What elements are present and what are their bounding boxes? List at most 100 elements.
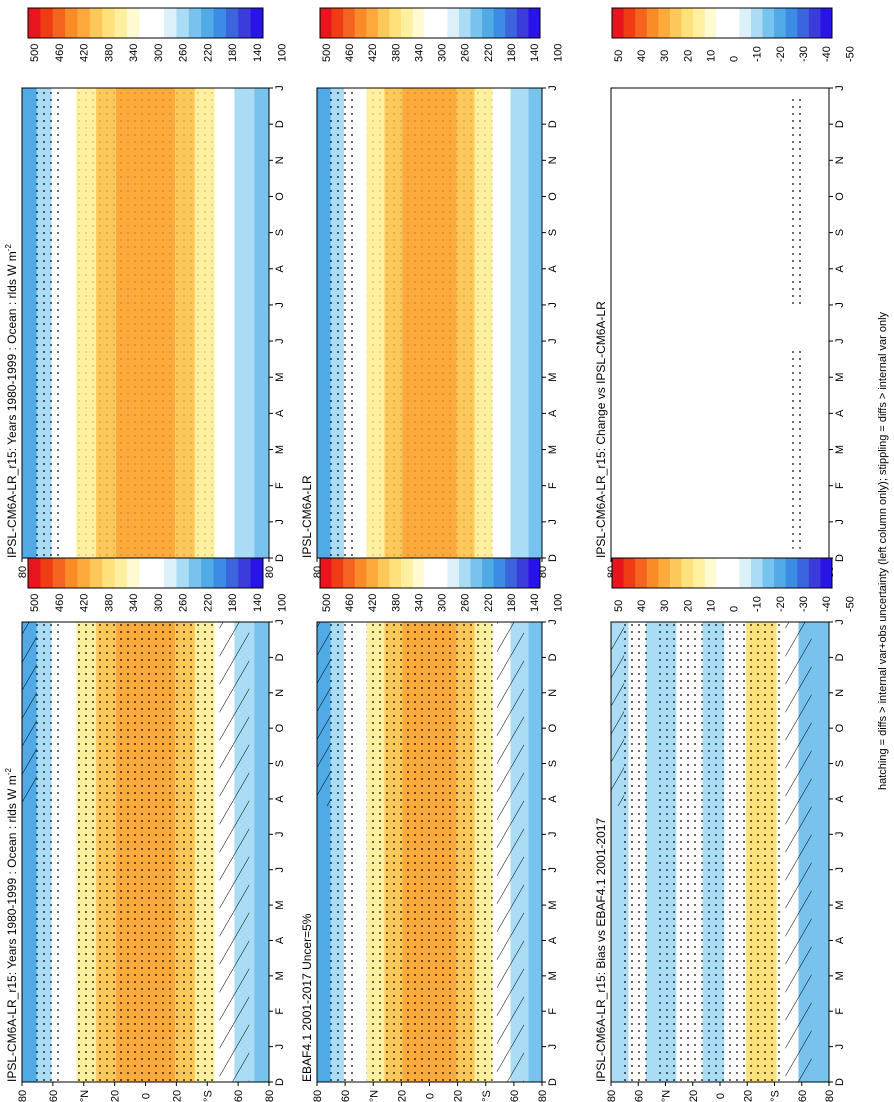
colorbar-swatch [658,8,671,38]
colorbar-label: 50 [613,50,625,62]
month-tick-label: O [834,723,846,732]
month-tick-label: M [834,445,846,454]
colorbar-label: 180 [506,44,518,62]
month-tick-label: O [274,192,286,201]
colorbar-label: 460 [344,44,356,62]
colorbar-frame [319,7,541,39]
colorbar-swatch [126,558,140,588]
colorbar-label: 20 [682,50,694,62]
lat-tick-label: 20 [171,1090,183,1102]
colorbar-4: 50 40 30 20 10 0 -10 -20 -30 -40 -50 [611,557,856,612]
panel-3: DJFMAMJJASONDJ8060°N20020°S6080IPSL-CM6A… [300,85,559,578]
colorbar-label: 340 [128,594,140,612]
hatching [785,622,812,1082]
colorbar-swatch [669,558,682,588]
colorbar-2: 500 460 420 380 340 300 260 220 180 140 100 [319,557,564,612]
month-tick-label: J [547,832,559,838]
panel-2: D J F M A M J J A S O N D J 80 60 °N 20 0 20 °S 60 80 EBAF4.1 2… [300,619,559,1102]
colorbar-swatch [401,558,414,588]
month-tick-label: J [834,338,846,344]
colorbar-label: -10 [752,596,764,612]
colorbar-label: 380 [390,44,402,62]
colorbar-swatch [139,8,153,38]
panel-title: IPSL-CM6A-LR [300,475,314,558]
colorbar-swatch [716,8,729,38]
colorbar-label: 260 [178,44,190,62]
colorbar-label: 100 [277,594,289,612]
contour-band [22,88,37,558]
lat-tick-label: 80 [264,1090,276,1102]
colorbar-swatch [681,558,694,588]
colorbar-swatch [704,558,717,588]
month-tick-label: J [834,519,846,525]
month-tick-label: A [834,264,846,272]
month-tick-label: A [547,936,559,944]
colorbar-swatch [412,8,425,38]
colorbar-swatch [505,8,518,38]
colorbar-swatch [28,8,41,38]
lat-tick-label: 60 [48,1090,60,1102]
lat-tick-label: 80 [17,1090,29,1102]
colorbar-label: 140 [529,594,541,612]
month-tick-label: D [834,120,846,128]
colorbar-label: 40 [636,600,648,612]
month-tick-label: F [547,1008,559,1015]
colorbar-swatch [201,8,215,38]
colorbar-swatch [77,558,91,588]
colorbar-swatch [28,558,41,588]
hatching [317,622,331,806]
month-tick-label: D [834,554,846,562]
colorbar-swatch [366,8,379,38]
month-tick-label: J [274,85,286,91]
colorbar-swatch [447,558,460,588]
colorbar-swatch [458,558,472,588]
colorbar-swatch [797,8,810,38]
month-tick-label: A [834,795,846,803]
month-tick-label: D [547,1078,559,1086]
month-tick-label: N [547,156,559,164]
lat-tick-label: 80 [264,566,276,578]
lat-tick-label: 20 [396,1090,408,1102]
colorbar-swatch [164,558,177,588]
month-tick-label: J [834,867,846,873]
month-tick-label: M [547,373,559,382]
colorbar-swatch [785,558,798,588]
month-tick-label: M [834,373,846,382]
colorbar-swatch [77,8,91,38]
month-tick-label: D [834,653,846,661]
lat-tick-label: 0 [425,1093,437,1099]
colorbar-label: 420 [79,44,91,62]
colorbar-swatch [52,558,66,588]
colorbar-swatch [774,8,787,38]
colorbar-swatch [727,8,740,38]
lat-tick-label: °S [481,1090,493,1102]
month-tick-label: N [547,689,559,697]
stippling [328,622,356,1082]
colorbar-frame [27,7,264,39]
month-tick-label: J [274,1044,286,1050]
month-tick-label: D [274,653,286,661]
colorbar-swatch [89,558,103,588]
colorbar-swatch [188,8,202,38]
colorbar-swatch [65,8,78,38]
colorbars: 500 460 420 380 340 300 260 220 180 140 100 500 460 4… [27,7,856,612]
lat-tick-label: °N [661,1090,673,1102]
colorbar-swatch [201,558,215,588]
colorbar-swatch [250,8,264,38]
month-tick-label: J [274,338,286,344]
colorbar-swatch [354,558,367,588]
colorbar-label: 300 [153,44,165,62]
month-tick-label: A [547,409,559,417]
panel-title-sup: -2 [4,244,13,252]
colorbar-label: -40 [821,596,833,612]
colorbar-frame [611,7,833,39]
colorbar-swatch [458,8,472,38]
lat-tick-label: 20 [688,1090,700,1102]
month-tick-label: S [834,760,846,767]
contour-band [528,622,542,1082]
colorbar-swatch [528,8,541,38]
month-tick-label: J [547,302,559,308]
month-tick-label: D [547,653,559,661]
colorbar-label: 500 [321,44,333,62]
colorbar-swatch [424,558,437,588]
